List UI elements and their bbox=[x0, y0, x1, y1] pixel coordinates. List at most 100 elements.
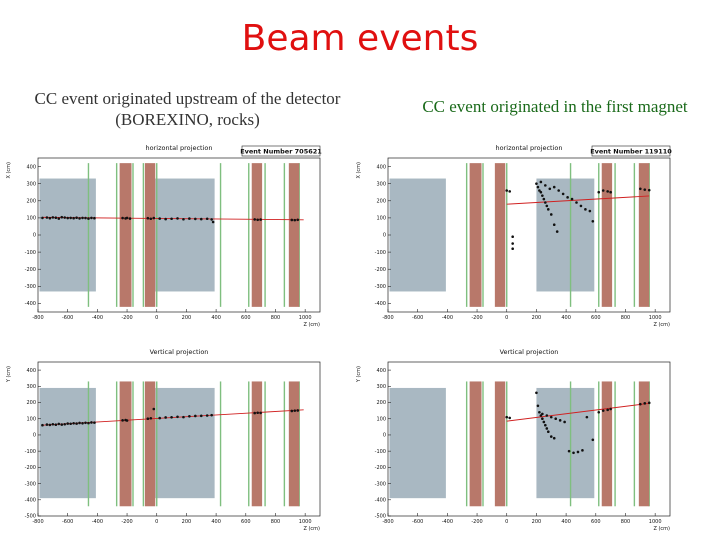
chart-right-vertical-ytick-label-6: 100 bbox=[376, 416, 386, 422]
chart-right-horizontal-xtick-label-0: -800 bbox=[382, 315, 393, 321]
chart-right-horizontal-hit-21 bbox=[557, 189, 560, 192]
chart-left-vertical-hit-21 bbox=[146, 417, 150, 421]
chart-right-horizontal-hit-16 bbox=[555, 230, 559, 233]
chart-left-horizontal-xlabel: Z (cm) bbox=[303, 322, 320, 328]
chart-left-vertical-hit-37 bbox=[290, 409, 294, 413]
chart-right-horizontal-hit-26 bbox=[579, 204, 583, 208]
chart-right-horizontal-ytick-label-6: 200 bbox=[376, 198, 386, 204]
chart-left-horizontal-hit-1 bbox=[45, 216, 49, 219]
chart-right-vertical-xtick-label-0: -800 bbox=[382, 519, 393, 525]
chart-right-horizontal-xtick-label-2: -400 bbox=[442, 315, 453, 321]
chart-left-horizontal-hit-0 bbox=[41, 216, 44, 220]
chart-right-horizontal-hit-31 bbox=[601, 189, 605, 192]
chart-left-horizontal-hit-33 bbox=[205, 217, 209, 221]
chart-left-vertical: -800 -600 -400 -200 0 200 400 600 800 1000-500-40… bbox=[6, 348, 321, 532]
chart-left-vertical-hit-33 bbox=[210, 413, 213, 417]
chart-right-vertical-hit-8 bbox=[544, 423, 547, 427]
chart-left-horizontal-hit-6 bbox=[60, 215, 64, 219]
chart-left-vertical-target-block-0 bbox=[39, 387, 96, 499]
chart-left-horizontal-hit-31 bbox=[194, 217, 197, 221]
chart-left-vertical-hit-3 bbox=[51, 422, 55, 426]
chart-right-horizontal-event-label: Event Number 119110 bbox=[590, 148, 672, 156]
chart-left-horizontal-hit-14 bbox=[84, 216, 87, 220]
chart-right-horizontal-ytick-label-1: -300 bbox=[375, 284, 386, 290]
chart-left-horizontal-xtick-label-5: 200 bbox=[182, 315, 192, 321]
chart-left-horizontal-hit-36 bbox=[253, 218, 256, 221]
chart-left-vertical-hit-1 bbox=[45, 423, 49, 426]
chart-left-horizontal-ytick-label-2: -200 bbox=[25, 267, 36, 273]
chart-left-horizontal-hit-4 bbox=[54, 216, 58, 220]
chart-left-vertical-hit-18 bbox=[121, 419, 124, 422]
chart-right-vertical-ytick-label-8: 300 bbox=[376, 384, 386, 390]
chart-right-horizontal-track-fit bbox=[506, 195, 650, 205]
chart-left-horizontal-hit-30 bbox=[188, 217, 191, 220]
chart-left-horizontal-hit-39 bbox=[290, 218, 294, 222]
chart-left-vertical-ytick-label-0: -500 bbox=[25, 514, 36, 520]
chart-right-vertical-hit-29 bbox=[639, 402, 642, 406]
chart-left-vertical-magnet-1 bbox=[144, 381, 156, 507]
chart-right-vertical-hit-11 bbox=[549, 435, 553, 438]
chart-left-horizontal-hit-38 bbox=[259, 218, 262, 221]
chart-left-vertical-hit-20 bbox=[125, 419, 129, 422]
chart-left-vertical-ytick-label-2: -300 bbox=[25, 481, 36, 487]
chart-right-horizontal-hit-32 bbox=[606, 190, 609, 193]
chart-right-vertical-hit-17 bbox=[558, 419, 562, 422]
panel-left-horizontal: -800 -600 -400 -200 0 200 400 600 800 1000 -400 -30… bbox=[2, 136, 330, 332]
chart-right-vertical-magnet-2 bbox=[601, 381, 613, 507]
chart-left-horizontal-ytick-label-7: 300 bbox=[26, 181, 36, 187]
chart-left-vertical-hit-24 bbox=[158, 416, 162, 420]
chart-right-horizontal-hit-4 bbox=[511, 247, 514, 250]
chart-right-vertical-hit-25 bbox=[597, 410, 601, 414]
chart-left-horizontal-title: horizontal projection bbox=[146, 144, 213, 152]
chart-left-horizontal-hit-35 bbox=[211, 220, 215, 224]
chart-left-horizontal-hit-26 bbox=[164, 217, 167, 221]
chart-right-horizontal-hit-20 bbox=[552, 185, 556, 189]
chart-left-vertical-ytick-label-3: -200 bbox=[25, 465, 36, 471]
chart-right-vertical-magnet-1 bbox=[494, 381, 506, 507]
chart-left-vertical-hit-17 bbox=[93, 421, 96, 424]
chart-left-vertical-hit-38 bbox=[293, 409, 297, 412]
chart-left-horizontal-hit-8 bbox=[66, 216, 69, 220]
chart-right-horizontal-hit-24 bbox=[570, 197, 574, 201]
chart-right-vertical-ytick-label-7: 200 bbox=[376, 400, 386, 406]
chart-left-horizontal-hit-3 bbox=[51, 216, 55, 219]
chart-right-horizontal-xtick-label-3: -200 bbox=[471, 315, 482, 321]
chart-left-vertical-hit-2 bbox=[48, 423, 52, 427]
chart-right-horizontal-hit-33 bbox=[609, 190, 612, 194]
chart-right-horizontal-ytick-label-2: -200 bbox=[375, 267, 386, 273]
chart-right-horizontal-ytick-label-5: 100 bbox=[376, 216, 386, 222]
chart-left-vertical-xtick-label-0: -800 bbox=[32, 519, 43, 525]
chart-right-vertical-xtick-label-7: 600 bbox=[591, 519, 601, 525]
chart-right-horizontal-hit-19 bbox=[548, 187, 552, 191]
chart-right-horizontal-ytick-label-3: -100 bbox=[375, 250, 386, 256]
chart-left-horizontal-xtick-label-8: 800 bbox=[271, 315, 281, 321]
chart-left-vertical-ytick-label-8: 300 bbox=[26, 384, 36, 390]
caption-left: CC event originated upstream of the dete… bbox=[0, 88, 375, 130]
chart-right-horizontal-hit-6 bbox=[536, 185, 540, 189]
chart-right-vertical-hit-21 bbox=[576, 450, 580, 454]
chart-right-horizontal-hit-17 bbox=[539, 180, 543, 184]
chart-left-horizontal-xtick-label-4: 0 bbox=[155, 315, 158, 321]
chart-left-vertical-magnet-2 bbox=[251, 381, 263, 507]
chart-left-vertical-hit-0 bbox=[41, 423, 44, 427]
chart-left-horizontal-hit-24 bbox=[152, 216, 156, 220]
chart-left-vertical-hit-5 bbox=[57, 422, 61, 426]
chart-left-vertical-hit-6 bbox=[60, 423, 64, 426]
chart-left-horizontal-xtick-label-3: -200 bbox=[121, 315, 132, 321]
chart-left-horizontal-hit-5 bbox=[57, 217, 61, 220]
chart-left-horizontal-ytick-label-1: -300 bbox=[25, 284, 36, 290]
chart-right-vertical-xtick-label-1: -600 bbox=[412, 519, 423, 525]
chart-left-horizontal-event-label: Event Number 705621 bbox=[240, 148, 322, 156]
chart-left-vertical-xtick-label-6: 400 bbox=[211, 519, 221, 525]
chart-right-horizontal-hit-7 bbox=[538, 189, 541, 192]
chart-right-vertical-track-fit bbox=[506, 402, 650, 422]
chart-left-vertical-hit-10 bbox=[72, 421, 75, 425]
chart-right-horizontal-xtick-label-1: -600 bbox=[412, 315, 423, 321]
chart-right-horizontal-hit-35 bbox=[643, 188, 647, 191]
chart-right-horizontal-xtick-label-8: 800 bbox=[621, 315, 631, 321]
chart-left-vertical-hit-32 bbox=[205, 414, 209, 417]
chart-left-vertical-magnet-3 bbox=[288, 381, 300, 507]
chart-right-horizontal-hit-0 bbox=[505, 189, 509, 192]
chart-right-horizontal-event-box bbox=[591, 145, 671, 157]
chart-left-horizontal-hit-2 bbox=[48, 216, 52, 220]
